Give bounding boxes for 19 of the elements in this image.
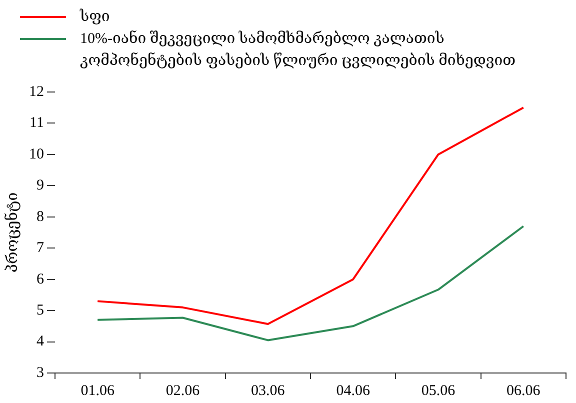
y-tick-label: 5 [36,302,44,318]
x-tick-label: 03.06 [251,382,286,399]
legend-label: სფი [80,8,110,27]
y-tick-label: 12 [29,84,44,100]
x-tick-label: 04.06 [336,382,370,399]
y-tick-label: 11 [30,115,44,132]
y-tick-label: 7 [36,240,44,256]
y-tick-label: 8 [36,208,44,225]
x-tick-label: 01.06 [80,382,115,399]
y-tick-label: 6 [36,271,44,288]
y-tick-label: 9 [36,178,44,194]
y-tick-label: 4 [36,334,44,350]
y-axis-title: პროცენტი [4,192,21,273]
x-tick-label: 06.06 [506,382,541,399]
y-tick-label: 3 [36,364,44,381]
x-tick-label: 05.06 [421,382,456,399]
x-tick-label: 02.06 [166,382,200,399]
y-tick-label: 10 [29,146,44,162]
legend-label: 10%-იანი შეკვეცილი სამომხმარებლო კალათის კომპონენტების ფასების წლიური ცვლილების მიხედვით [80,30,517,71]
